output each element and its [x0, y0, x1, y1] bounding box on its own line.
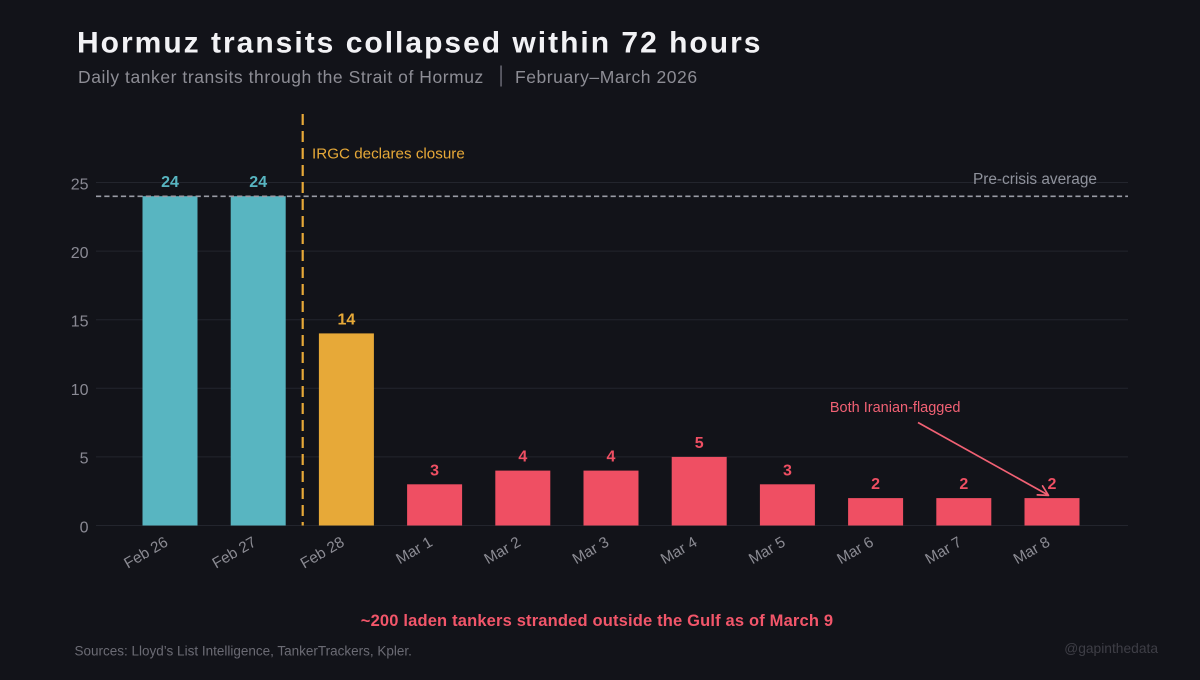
svg-text:3: 3 — [430, 462, 439, 479]
svg-text:February–March 2026: February–March 2026 — [515, 67, 698, 87]
svg-text:24: 24 — [161, 174, 179, 191]
svg-text:10: 10 — [71, 382, 89, 399]
svg-text:24: 24 — [249, 174, 267, 191]
svg-text:Daily tanker transits through: Daily tanker transits through the Strait… — [78, 67, 484, 87]
svg-text:2: 2 — [871, 476, 880, 493]
svg-text:@gapinthedata: @gapinthedata — [1064, 641, 1158, 656]
svg-text:3: 3 — [783, 462, 792, 479]
svg-text:IRGC declares closure: IRGC declares closure — [312, 146, 465, 163]
svg-text:Pre-crisis average: Pre-crisis average — [973, 171, 1097, 188]
svg-text:Hormuz transits collapsed with: Hormuz transits collapsed within 72 hour… — [77, 27, 762, 60]
svg-text:20: 20 — [71, 245, 89, 262]
svg-text:5: 5 — [695, 435, 704, 452]
svg-text:Sources: Lloyd’s List Intellig: Sources: Lloyd’s List Intelligence, Tank… — [75, 644, 412, 659]
svg-text:4: 4 — [607, 449, 616, 466]
svg-text:5: 5 — [80, 451, 89, 468]
svg-text:~200 laden tankers stranded ou: ~200 laden tankers stranded outside the … — [361, 612, 833, 630]
svg-text:25: 25 — [71, 176, 89, 193]
svg-text:4: 4 — [518, 449, 527, 466]
svg-text:Both Iranian-flagged: Both Iranian-flagged — [830, 400, 961, 416]
svg-text:15: 15 — [71, 314, 89, 331]
svg-text:2: 2 — [1048, 476, 1057, 493]
svg-text:14: 14 — [338, 311, 356, 328]
svg-text:2: 2 — [959, 476, 968, 493]
svg-text:0: 0 — [80, 519, 89, 536]
